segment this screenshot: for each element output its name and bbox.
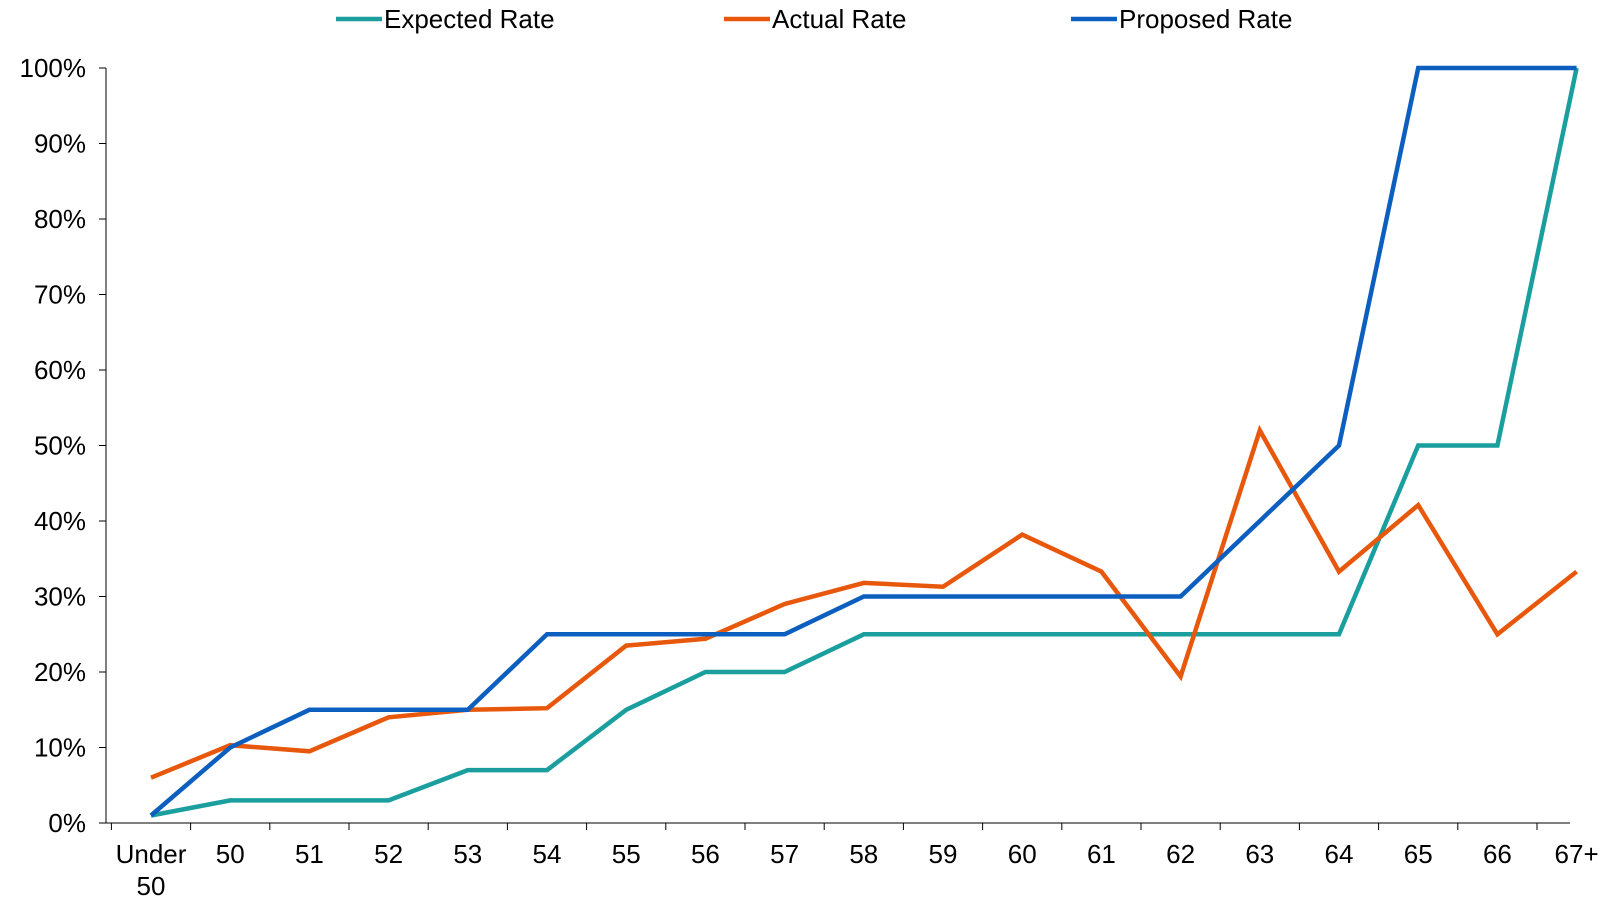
y-tick-label: 70% xyxy=(34,280,86,310)
y-tick-label: 90% xyxy=(34,129,86,159)
x-tick-label: 55 xyxy=(612,839,641,869)
x-tick-label: 62 xyxy=(1166,839,1195,869)
x-tick-label: 65 xyxy=(1404,839,1433,869)
y-tick-label: 50% xyxy=(34,431,86,461)
legend-label-actual-rate: Actual Rate xyxy=(772,4,906,34)
x-tick-label: 66 xyxy=(1483,839,1512,869)
y-tick-label: 10% xyxy=(34,733,86,763)
y-tick-label: 60% xyxy=(34,355,86,385)
y-tick-label: 0% xyxy=(48,808,86,838)
x-tick-label: 57 xyxy=(770,839,799,869)
y-tick-label: 40% xyxy=(34,506,86,536)
x-tick-label: 56 xyxy=(691,839,720,869)
legend: Expected Rate Actual Rate Proposed Rate xyxy=(336,4,1292,34)
x-tick-label: 60 xyxy=(1008,839,1037,869)
y-axis: 0% 10% 20% 30% 40% 50% 60% 70% 80% 90% 100% xyxy=(20,53,107,838)
x-tick-label: 61 xyxy=(1087,839,1116,869)
x-tick-label: 52 xyxy=(374,839,403,869)
x-tick-label: 67+ xyxy=(1555,839,1599,869)
x-tick-label: 63 xyxy=(1245,839,1274,869)
x-tick-label: Under xyxy=(116,839,187,869)
x-tick-label: 54 xyxy=(533,839,562,869)
y-tick-label: 80% xyxy=(34,204,86,234)
y-tick-label: 20% xyxy=(34,657,86,687)
legend-label-proposed-rate: Proposed Rate xyxy=(1119,4,1292,34)
plot-area xyxy=(149,65,1579,818)
legend-label-expected-rate: Expected Rate xyxy=(384,4,555,34)
x-tick-label: 50 xyxy=(137,871,166,901)
y-tick-label: 30% xyxy=(34,582,86,612)
x-tick-label: 51 xyxy=(295,839,324,869)
series-line-actual-rate xyxy=(150,424,1578,780)
y-tick-label: 100% xyxy=(20,53,87,83)
x-tick-label: 64 xyxy=(1325,839,1354,869)
x-tick-label: 58 xyxy=(849,839,878,869)
series-line-proposed-rate xyxy=(149,65,1577,818)
x-tick-label: 50 xyxy=(216,839,245,869)
x-tick-label: 53 xyxy=(453,839,482,869)
series-line-expected-rate xyxy=(150,67,1579,818)
x-tick-label: 59 xyxy=(929,839,958,869)
